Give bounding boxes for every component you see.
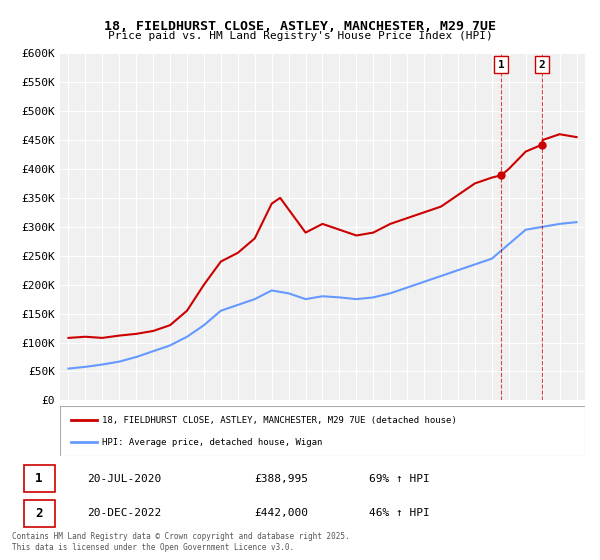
Text: Contains HM Land Registry data © Crown copyright and database right 2025.
This d: Contains HM Land Registry data © Crown c… (12, 532, 350, 552)
Text: 20-JUL-2020: 20-JUL-2020 (87, 474, 161, 484)
Text: 1: 1 (498, 60, 505, 70)
Text: 2: 2 (539, 60, 545, 70)
Text: £388,995: £388,995 (254, 474, 308, 484)
Text: 46% ↑ HPI: 46% ↑ HPI (369, 508, 430, 519)
FancyBboxPatch shape (23, 465, 55, 492)
Text: 18, FIELDHURST CLOSE, ASTLEY, MANCHESTER, M29 7UE: 18, FIELDHURST CLOSE, ASTLEY, MANCHESTER… (104, 20, 496, 32)
Text: 1: 1 (35, 472, 43, 485)
Text: Price paid vs. HM Land Registry's House Price Index (HPI): Price paid vs. HM Land Registry's House … (107, 31, 493, 41)
Text: 18, FIELDHURST CLOSE, ASTLEY, MANCHESTER, M29 7UE (detached house): 18, FIELDHURST CLOSE, ASTLEY, MANCHESTER… (102, 416, 457, 424)
FancyBboxPatch shape (23, 500, 55, 527)
Text: 2: 2 (35, 507, 43, 520)
Text: £442,000: £442,000 (254, 508, 308, 519)
Text: 69% ↑ HPI: 69% ↑ HPI (369, 474, 430, 484)
Text: 20-DEC-2022: 20-DEC-2022 (87, 508, 161, 519)
FancyBboxPatch shape (60, 406, 585, 456)
Text: HPI: Average price, detached house, Wigan: HPI: Average price, detached house, Wiga… (102, 438, 322, 447)
